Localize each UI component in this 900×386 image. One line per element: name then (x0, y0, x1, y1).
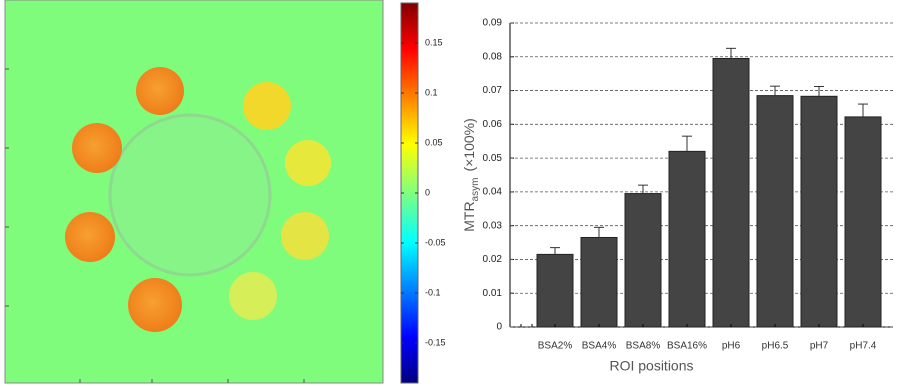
map-panel (5, 0, 418, 383)
vial (281, 212, 329, 260)
colorbar-tick-label: -0.15 (425, 337, 446, 347)
bar (669, 151, 705, 327)
bar (581, 237, 617, 327)
y-tick-label: 0 (496, 322, 502, 333)
bar (537, 254, 573, 327)
y-label-main: MTR (461, 201, 477, 231)
bar (625, 194, 661, 327)
x-tick-label: pH6 (722, 341, 741, 352)
y-label-sub: asym (470, 178, 481, 202)
y-label-unit: (×100%) (461, 118, 477, 171)
colorbar-tick-label: 0.05 (425, 137, 443, 147)
bar (757, 96, 793, 327)
x-tick-label: pH7.4 (850, 341, 877, 352)
x-tick-label: BSA4% (582, 341, 617, 352)
x-tick-label: BSA8% (626, 341, 661, 352)
colorbar-tick-label: 0.15 (425, 37, 443, 47)
vial (72, 123, 122, 173)
figure: 0.15 0.1 0.05 0 -0.05 -0.1 -0.15 0 0.01 0.02 0.03 0… (0, 0, 900, 386)
colorbar-tick-label: 0.1 (425, 87, 438, 97)
colorbar-tick-label: -0.05 (425, 237, 446, 247)
y-tick-label: 0.07 (483, 85, 503, 96)
phantom-body (110, 115, 270, 275)
x-tick-label: pH6.5 (762, 341, 789, 352)
bar (713, 58, 749, 327)
x-tick-label: BSA16% (667, 341, 707, 352)
y-tick-label: 0.06 (483, 119, 503, 130)
vial (243, 82, 291, 130)
y-tick-label: 0.08 (483, 51, 503, 62)
y-axis-label: MTRasym (×100%) (461, 118, 481, 232)
x-tick-label: pH7 (810, 341, 829, 352)
y-tick-label: 0.05 (483, 153, 503, 164)
x-axis-label: ROI positions (609, 358, 693, 374)
y-tick-label: 0.04 (483, 187, 503, 198)
y-tick-label: 0.09 (483, 18, 503, 29)
vial (285, 140, 331, 186)
vial (229, 272, 277, 320)
vial (128, 278, 182, 332)
y-tick-label: 0.03 (483, 220, 503, 231)
page: 0.15 0.1 0.05 0 -0.05 -0.1 -0.15 0 0.01 0.02 0.03 0… (0, 0, 900, 386)
colorbar-tick-label: -0.1 (425, 287, 441, 297)
bar (801, 96, 837, 327)
x-tick-label: BSA2% (538, 341, 573, 352)
vial (136, 67, 184, 115)
bar (845, 117, 881, 327)
colorbar-tick-label: 0 (425, 187, 430, 197)
y-tick-label: 0.02 (483, 254, 503, 265)
y-tick-label: 0.01 (483, 288, 503, 299)
vial (65, 212, 115, 262)
